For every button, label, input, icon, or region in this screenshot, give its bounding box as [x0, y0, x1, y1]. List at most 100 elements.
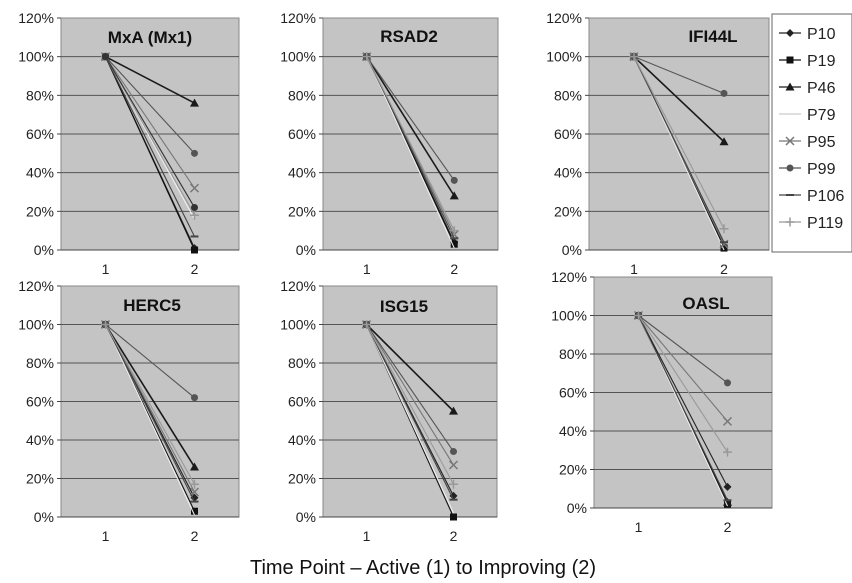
series-unnamed	[102, 53, 198, 211]
legend-marker	[786, 164, 794, 172]
y-tick-label: 0%	[34, 509, 54, 525]
series-line	[105, 324, 195, 485]
series-line	[105, 56, 195, 154]
legend-label: P95	[807, 134, 836, 151]
series-line	[366, 56, 455, 181]
legend-label: P106	[807, 188, 844, 205]
series-line	[633, 56, 725, 94]
data-point	[629, 52, 639, 62]
panel-title: ISG15	[380, 297, 428, 316]
data-point	[189, 183, 200, 193]
y-tick-label: 40%	[559, 423, 587, 439]
series-line	[638, 315, 728, 384]
y-tick-label: 60%	[26, 126, 54, 142]
y-tick-label: 120%	[280, 10, 316, 26]
y-tick-label: 40%	[554, 165, 582, 181]
series-p99	[630, 53, 728, 97]
y-tick-label: 60%	[26, 394, 54, 410]
series-p119	[101, 320, 199, 489]
y-tick-label: 0%	[567, 500, 587, 516]
data-point	[449, 226, 459, 236]
series-p99	[363, 321, 457, 456]
data-point	[724, 379, 731, 387]
legend-marker	[785, 136, 795, 146]
series-line	[366, 56, 455, 231]
series-p79	[366, 56, 455, 249]
data-point	[191, 394, 198, 402]
series-line	[105, 55, 195, 104]
series-p119	[629, 52, 729, 234]
y-tick-label: 40%	[26, 165, 54, 181]
data-point	[450, 240, 458, 248]
series-line	[105, 324, 195, 399]
series-line	[366, 56, 455, 249]
y-tick-label: 100%	[551, 308, 587, 324]
y-tick-label: 100%	[18, 317, 54, 333]
series-line	[105, 56, 195, 216]
data-point	[723, 447, 732, 457]
data-point	[634, 311, 643, 320]
x-tick-label: 2	[450, 528, 458, 544]
panel-title: OASL	[682, 294, 729, 313]
series-p95	[361, 319, 459, 470]
data-point	[362, 320, 371, 329]
legend-item-p95: P95	[779, 134, 836, 151]
data-point	[191, 149, 198, 157]
series-line	[104, 324, 196, 468]
y-tick-label: 120%	[551, 269, 587, 285]
legend-item-p10: P10	[779, 26, 836, 43]
y-tick-label: 20%	[288, 471, 316, 487]
data-point	[450, 176, 458, 184]
legend-item-p99: P99	[779, 161, 836, 178]
legend-box	[771, 13, 852, 253]
chart-panel-ifi44l: 0% 20% 40% 60% 80% 100% 120% 1 2 IFI44L	[546, 10, 770, 277]
chart-panel-isg15: 0% 20% 40% 60% 80% 100% 120% 1 2 ISG15	[280, 278, 498, 544]
series-line	[365, 323, 455, 412]
y-tick-label: 80%	[288, 87, 316, 103]
series-p119	[362, 320, 458, 489]
series-line	[105, 56, 195, 237]
x-tick-label: 2	[450, 261, 458, 277]
series-line	[638, 315, 728, 501]
series-line	[105, 56, 195, 251]
series-line	[105, 324, 195, 516]
series-line	[638, 315, 728, 453]
y-tick-label: 40%	[288, 165, 316, 181]
y-tick-label: 120%	[18, 10, 54, 26]
x-tick-label: 2	[720, 261, 728, 277]
data-point	[449, 491, 458, 500]
legend-label: P99	[807, 161, 836, 178]
chart-panel-oasl: 0% 20% 40% 60% 80% 100% 120% 1 2 OASL	[551, 269, 773, 535]
panel-title: HERC5	[123, 296, 181, 315]
data-point	[190, 210, 199, 220]
data-point	[723, 497, 732, 506]
data-point	[189, 487, 200, 497]
y-tick-label: 120%	[546, 10, 582, 26]
series-line	[366, 324, 454, 466]
y-tick-label: 120%	[280, 278, 316, 294]
legend: P10 P19 P46 P79 P95 P99 P106 P119	[771, 13, 852, 253]
data-point	[450, 513, 457, 521]
x-tick-label: 2	[191, 528, 199, 544]
data-point	[190, 98, 199, 107]
y-tick-label: 120%	[18, 278, 54, 294]
data-point	[719, 137, 729, 146]
data-point	[723, 482, 732, 491]
y-tick-label: 60%	[554, 126, 582, 142]
series-p99	[102, 321, 198, 402]
panel-title: MxA (Mx1)	[108, 28, 192, 47]
legend-item-p119: P119	[779, 215, 843, 232]
y-tick-label: 100%	[546, 49, 582, 65]
series-p119	[362, 52, 459, 236]
series-p79	[366, 324, 454, 514]
legend-marker	[785, 217, 795, 227]
series-line	[366, 56, 455, 197]
data-point	[191, 507, 198, 515]
y-tick-label: 0%	[34, 242, 54, 258]
x-tick-label: 1	[102, 528, 110, 544]
x-tick-label: 2	[724, 519, 732, 535]
data-point	[720, 89, 728, 97]
series-line	[638, 315, 728, 422]
